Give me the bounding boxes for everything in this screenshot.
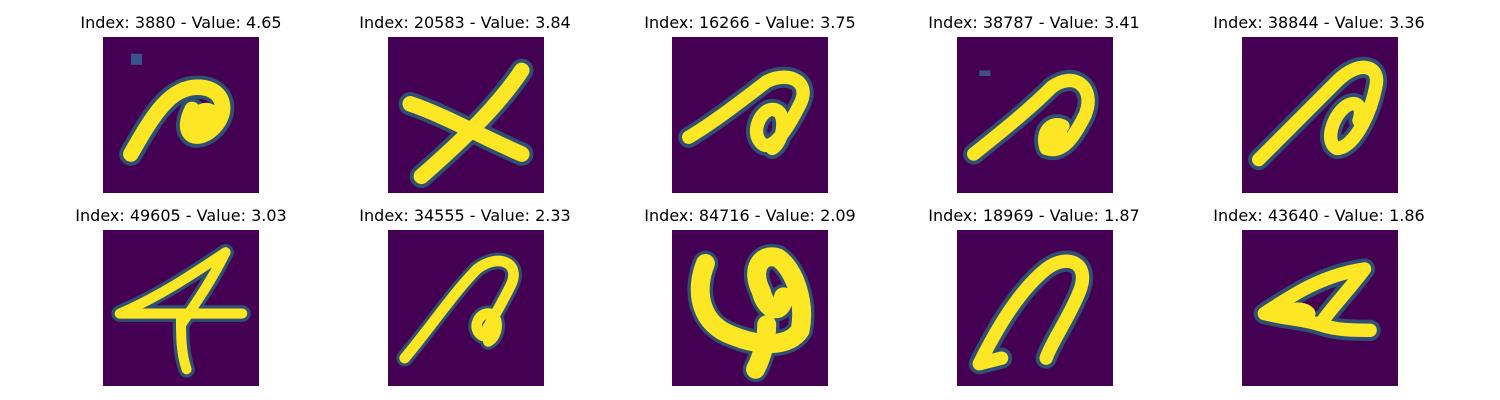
panel-title: Index: 34555 - Value: 2.33 — [359, 206, 571, 225]
digit-image — [1242, 37, 1398, 193]
panel-title: Index: 38844 - Value: 3.36 — [1213, 13, 1425, 32]
digit-image — [672, 37, 828, 193]
digit-image — [388, 230, 544, 386]
panel-title: Index: 43640 - Value: 1.86 — [1213, 206, 1425, 225]
digit-image — [672, 230, 828, 386]
panel-title: Index: 3880 - Value: 4.65 — [80, 13, 282, 32]
panel-title: Index: 84716 - Value: 2.09 — [644, 206, 856, 225]
digit-image — [388, 37, 544, 193]
panel-title: Index: 18969 - Value: 1.87 — [928, 206, 1140, 225]
panel-title: Index: 49605 - Value: 3.03 — [75, 206, 287, 225]
digit-image — [957, 230, 1113, 386]
digit-image — [957, 37, 1113, 193]
panel-title: Index: 16266 - Value: 3.75 — [644, 13, 856, 32]
panel-title: Index: 38787 - Value: 3.41 — [928, 13, 1140, 32]
digit-image — [1242, 230, 1398, 386]
panel-title: Index: 20583 - Value: 3.84 — [359, 13, 571, 32]
digit-image — [103, 37, 259, 193]
digit-image — [103, 230, 259, 386]
